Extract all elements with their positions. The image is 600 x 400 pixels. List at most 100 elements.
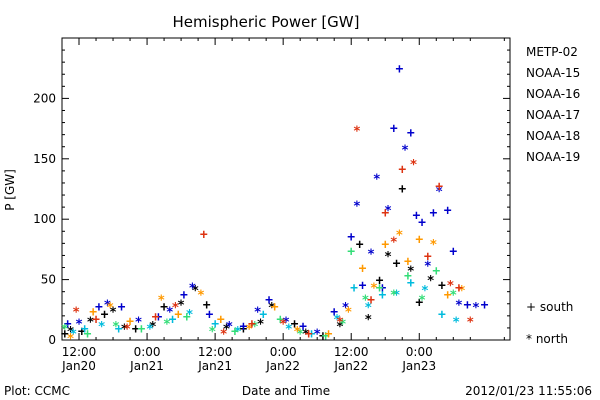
data-point: + [444,288,452,303]
data-point: + [449,245,457,260]
data-point: * [472,301,480,316]
data-point: + [240,322,248,337]
data-point: + [415,295,423,310]
data-point: * [72,306,80,321]
chart-title: Hemispheric Power [GW] [173,13,360,31]
data-point: + [81,322,89,337]
data-point: + [217,312,225,327]
data-point: + [265,293,273,308]
data-point: * [98,320,106,335]
legend-entry: NOAA-18 [526,129,580,143]
data-point: * [313,327,321,342]
data-point: * [282,315,290,330]
data-point: * [157,294,165,309]
data-point: * [396,228,404,243]
data-point: + [319,329,327,344]
x-tick-label: 0:00 [270,345,297,359]
x-tick-label: Jan23 [401,359,436,373]
data-point: + [438,307,446,322]
y-tick-label: 100 [33,212,56,226]
data-point: + [381,206,389,221]
data-point: * [67,332,75,347]
data-point: * [435,185,443,200]
data-point: + [64,317,72,332]
y-axis-label: P [GW] [3,169,17,211]
data-point: * [268,301,276,316]
data-point: * [120,323,128,338]
data-point: + [396,62,404,77]
data-point: * [234,325,242,340]
data-point: + [183,310,191,325]
data-point: * [447,279,455,294]
data-point: + [359,262,367,277]
data-point: * [336,320,344,335]
x-axis: 12:00Jan200:00Jan2112:00Jan210:00Jan2212… [61,38,505,373]
data-point: + [160,300,168,315]
legend-entry: NOAA-17 [526,108,580,122]
data-point: * [149,320,157,335]
data-point: * [186,308,194,323]
data-point: + [154,310,162,325]
data-point: * [75,318,83,333]
y-tick-label: 0 [48,333,56,347]
data-point: * [163,318,171,333]
data-point: + [404,269,412,284]
marker-legend-entry: * north [526,332,568,346]
y-tick-label: 200 [33,91,56,105]
data-point: + [356,237,364,252]
data-point: * [339,318,347,333]
data-point: * [427,274,435,289]
data-point: + [444,204,452,219]
data-point: * [61,323,69,338]
data-point: + [407,276,415,291]
data-point: + [347,230,355,245]
data-point: + [308,327,316,342]
data-point: * [254,306,262,321]
data-point: + [367,293,375,308]
data-point: + [259,307,267,322]
data-point: * [103,298,111,313]
data-point: + [322,329,330,344]
legend: METP-02 NOAA-15 NOAA-16 NOAA-17 NOAA-18 NOAA-… [526,45,580,164]
data-point: * [257,318,265,333]
data-point: * [223,323,231,338]
data-point: + [415,233,423,248]
data-point: + [347,245,355,260]
x-tick-label: Jan22 [333,359,368,373]
data-point: * [67,325,75,340]
data-point: * [106,301,114,316]
data-point: * [336,315,344,330]
data-point: * [361,294,369,309]
data-point: + [180,288,188,303]
data-point: * [146,323,154,338]
data-point: * [86,315,94,330]
data-point: + [378,288,386,303]
data-point: + [115,322,123,337]
data-point: * [293,325,301,340]
data-point: + [481,298,489,313]
data-point: * [208,325,216,340]
data-point: + [435,179,443,194]
data-point: * [466,315,474,330]
data-point: * [296,327,304,342]
data-point: * [109,306,117,321]
data-point: * [364,301,372,316]
data-point: * [166,306,174,321]
data-point: + [291,317,299,332]
legend-entry: NOAA-15 [526,66,580,80]
data-point: + [390,121,398,136]
x-tick-label: 12:00 [334,345,369,359]
data-point: * [225,320,233,335]
data-point: + [299,320,307,335]
data-point: + [350,281,358,296]
data-point: * [220,327,228,342]
data-point: * [410,158,418,173]
data-point: * [424,260,432,275]
data-point: * [245,323,253,338]
data-point: + [211,317,219,332]
data-point: * [172,301,180,316]
x-tick-label: 0:00 [406,345,433,359]
data-point: + [137,322,145,337]
data-point: + [376,281,384,296]
